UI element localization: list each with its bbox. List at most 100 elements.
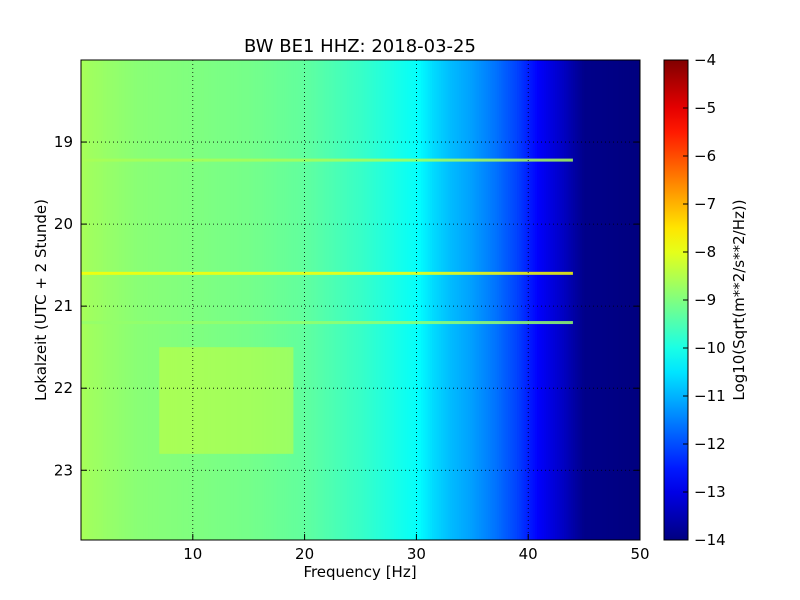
colorbar-tick-label: −14 (694, 531, 726, 549)
spectrum-column (110, 60, 113, 540)
spectrum-column (114, 60, 118, 540)
spectrum-column (371, 60, 375, 540)
spectrum-column (485, 60, 489, 540)
spectrum-column (590, 60, 594, 540)
spectrum-column (246, 60, 250, 540)
spectrum-column (221, 60, 225, 540)
spectrum-column (631, 60, 634, 540)
spectrum-column (367, 60, 371, 540)
spectrum-column (501, 60, 505, 540)
colorbar-tick-label: −5 (694, 99, 716, 117)
spectrum-column (438, 60, 442, 540)
spectrum-column (190, 60, 194, 540)
spectrum-column (163, 60, 167, 540)
spectrum-column (291, 60, 295, 540)
spectrum-column (541, 60, 545, 540)
spectrum-column (152, 60, 156, 540)
spectrum-column (183, 60, 187, 540)
spectrum-column (116, 60, 120, 540)
spectrum-column (429, 60, 433, 540)
spectrum-column (271, 60, 274, 540)
time-line (81, 321, 573, 325)
spectrum-column (201, 60, 205, 540)
spectrum-column (241, 60, 245, 540)
spectrum-column (237, 60, 241, 540)
colorbar-label: Log10(Sqrt(m**2/s**2/Hz)) (730, 199, 748, 400)
spectrum-column (389, 60, 393, 540)
spectrum-column (235, 60, 239, 540)
spectrum-column (297, 60, 301, 540)
spectrum-column (121, 60, 125, 540)
y-axis-label: Lokalzeit (UTC + 2 Stunde) (32, 199, 50, 401)
spectrum-column (543, 60, 547, 540)
spectrum-column (203, 60, 207, 540)
spectrum-column (315, 60, 319, 540)
spectrum-column (610, 60, 614, 540)
colorbar-tick-label: −4 (694, 51, 716, 69)
y-tick-label: 23 (54, 461, 73, 479)
x-axis-label: Frequency [Hz] (303, 563, 416, 581)
spectrum-column (139, 60, 142, 540)
spectrum-column (514, 60, 518, 540)
spectrum-column (508, 60, 511, 540)
spectrum-column (624, 60, 628, 540)
spectrum-column (344, 60, 348, 540)
spectrum-column (257, 60, 261, 540)
spectrum-column (563, 60, 567, 540)
spectrum-column (525, 60, 529, 540)
spectrum-column (628, 60, 632, 540)
spectrum-column (215, 60, 218, 540)
spectrum-column (463, 60, 467, 540)
spectrum-column (418, 60, 422, 540)
spectrum-column (347, 60, 350, 540)
spectrum-column (534, 60, 538, 540)
spectrum-column (94, 60, 98, 540)
spectrum-column (295, 60, 299, 540)
spectrum-column (101, 60, 104, 540)
spectrum-column (87, 60, 91, 540)
spectrum-column (306, 60, 310, 540)
time-line (81, 271, 573, 275)
spectrum-column (407, 60, 411, 540)
spectrum-column (387, 60, 391, 540)
spectrum-column (597, 60, 601, 540)
spectrum-column (622, 60, 625, 540)
spectrum-column (420, 60, 424, 540)
spectrum-column (286, 60, 290, 540)
y-tick-label: 21 (54, 297, 73, 315)
spectrum-column (586, 60, 590, 540)
spectrum-column (293, 60, 297, 540)
spectrum-column (85, 60, 89, 540)
spectrum-column (199, 60, 203, 540)
spectrum-column (423, 60, 426, 540)
spectrum-column (262, 60, 265, 540)
spectrum-column (584, 60, 587, 540)
spectrum-column (284, 60, 288, 540)
spectrum-column (195, 60, 198, 540)
spectrum-column (619, 60, 623, 540)
spectrum-column (505, 60, 509, 540)
spectrum-column (532, 60, 536, 540)
spectrum-column (159, 60, 163, 540)
spectrum-column (288, 60, 292, 540)
spectrum-column (521, 60, 525, 540)
spectrum-column (445, 60, 449, 540)
spectrum-column (635, 60, 639, 540)
y-tick-label: 22 (54, 379, 73, 397)
spectrum-column (112, 60, 116, 540)
spectrum-column (557, 60, 561, 540)
spectrum-column (391, 60, 395, 540)
spectrum-column (487, 60, 491, 540)
spectrum-column (470, 60, 473, 540)
spectrum-column (340, 60, 344, 540)
spectrum-column (409, 60, 413, 540)
spectrum-column (559, 60, 563, 540)
spectrum-column (136, 60, 140, 540)
spectrum-column (219, 60, 223, 540)
spectrum-column (606, 60, 610, 540)
spectrum-column (402, 60, 406, 540)
spectrum-column (601, 60, 605, 540)
spectrum-column (588, 60, 592, 540)
spectrum-column (127, 60, 131, 540)
spectrum-column (566, 60, 570, 540)
